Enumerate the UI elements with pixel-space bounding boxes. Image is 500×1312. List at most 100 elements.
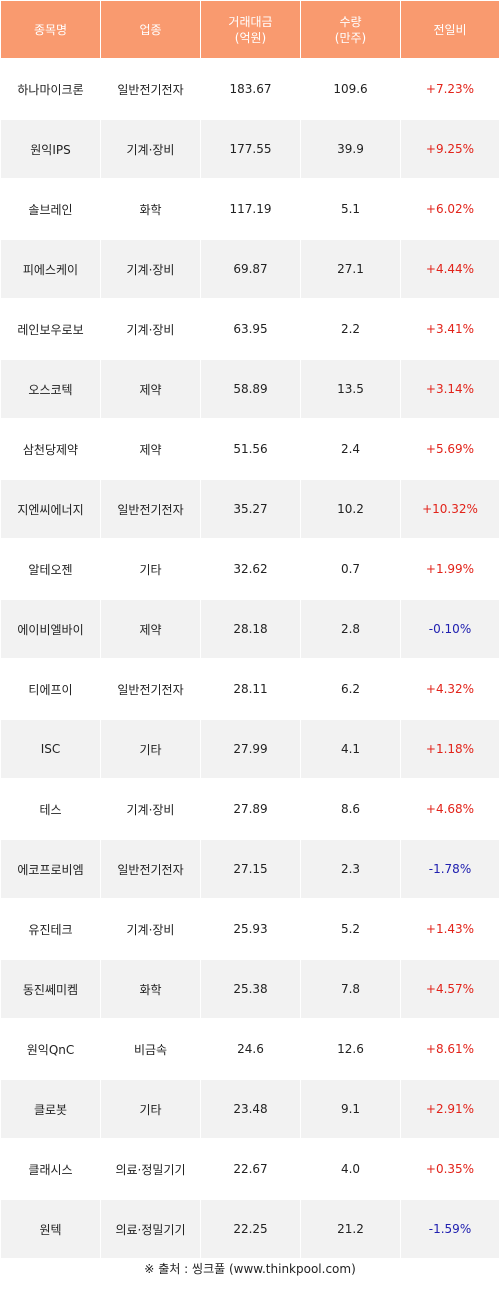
header-sector: 업종: [101, 1, 201, 58]
cell-trade-amount: 23.48: [201, 1078, 301, 1138]
table-row: 유진테크 기계·장비 25.93 5.2 +1.43%: [1, 898, 499, 958]
cell-trade-amount: 51.56: [201, 418, 301, 478]
cell-change: -0.10%: [401, 598, 499, 658]
cell-stock-name: 유진테크: [1, 898, 101, 958]
table-row: 동진쎄미켐 화학 25.38 7.8 +4.57%: [1, 958, 499, 1018]
cell-stock-name: 레인보우로보: [1, 298, 101, 358]
cell-stock-name: 하나마이크론: [1, 58, 101, 118]
cell-sector: 기계·장비: [101, 298, 201, 358]
table-row: 클로봇 기타 23.48 9.1 +2.91%: [1, 1078, 499, 1138]
cell-volume: 27.1: [301, 238, 401, 298]
cell-change: +1.99%: [401, 538, 499, 598]
cell-sector: 제약: [101, 598, 201, 658]
cell-stock-name: 동진쎄미켐: [1, 958, 101, 1018]
cell-volume: 9.1: [301, 1078, 401, 1138]
cell-change: +10.32%: [401, 478, 499, 538]
cell-stock-name: 에코프로비엠: [1, 838, 101, 898]
table-row: 원텍 의료·정밀기기 22.25 21.2 -1.59%: [1, 1198, 499, 1258]
cell-volume: 12.6: [301, 1018, 401, 1078]
cell-sector: 일반전기전자: [101, 838, 201, 898]
cell-volume: 5.2: [301, 898, 401, 958]
cell-change: +6.02%: [401, 178, 499, 238]
cell-volume: 13.5: [301, 358, 401, 418]
cell-change: +7.23%: [401, 58, 499, 118]
cell-stock-name: 클로봇: [1, 1078, 101, 1138]
cell-volume: 4.0: [301, 1138, 401, 1198]
cell-sector: 기타: [101, 718, 201, 778]
table-row: 오스코텍 제약 58.89 13.5 +3.14%: [1, 358, 499, 418]
cell-change: +3.14%: [401, 358, 499, 418]
cell-change: +0.35%: [401, 1138, 499, 1198]
cell-trade-amount: 63.95: [201, 298, 301, 358]
cell-volume: 2.2: [301, 298, 401, 358]
cell-volume: 6.2: [301, 658, 401, 718]
header-volume: 수량 (만주): [301, 1, 401, 58]
table-row: 티에프이 일반전기전자 28.11 6.2 +4.32%: [1, 658, 499, 718]
cell-stock-name: 원익QnC: [1, 1018, 101, 1078]
cell-change: +4.57%: [401, 958, 499, 1018]
cell-volume: 2.8: [301, 598, 401, 658]
cell-change: +1.43%: [401, 898, 499, 958]
cell-trade-amount: 69.87: [201, 238, 301, 298]
cell-volume: 10.2: [301, 478, 401, 538]
table-row: 테스 기계·장비 27.89 8.6 +4.68%: [1, 778, 499, 838]
cell-change: +8.61%: [401, 1018, 499, 1078]
cell-sector: 의료·정밀기기: [101, 1198, 201, 1258]
cell-trade-amount: 117.19: [201, 178, 301, 238]
cell-sector: 제약: [101, 418, 201, 478]
header-name: 종목명: [1, 1, 101, 58]
cell-volume: 5.1: [301, 178, 401, 238]
cell-trade-amount: 183.67: [201, 58, 301, 118]
cell-change: +1.18%: [401, 718, 499, 778]
cell-stock-name: 솔브레인: [1, 178, 101, 238]
cell-sector: 일반전기전자: [101, 478, 201, 538]
cell-sector: 의료·정밀기기: [101, 1138, 201, 1198]
cell-sector: 기타: [101, 538, 201, 598]
cell-sector: 기계·장비: [101, 898, 201, 958]
table-row: 원익IPS 기계·장비 177.55 39.9 +9.25%: [1, 118, 499, 178]
cell-trade-amount: 24.6: [201, 1018, 301, 1078]
cell-sector: 화학: [101, 958, 201, 1018]
cell-sector: 기계·장비: [101, 238, 201, 298]
cell-change: +3.41%: [401, 298, 499, 358]
cell-change: +9.25%: [401, 118, 499, 178]
table-header-row: 종목명 업종 거래대금 (억원) 수량 (만주) 전일비: [1, 1, 499, 58]
header-change: 전일비: [401, 1, 499, 58]
cell-trade-amount: 25.38: [201, 958, 301, 1018]
cell-volume: 21.2: [301, 1198, 401, 1258]
cell-stock-name: 테스: [1, 778, 101, 838]
source-note: ※ 출처 : 씽크풀 (www.thinkpool.com): [0, 1260, 500, 1277]
cell-volume: 8.6: [301, 778, 401, 838]
cell-sector: 기계·장비: [101, 118, 201, 178]
table-row: 솔브레인 화학 117.19 5.1 +6.02%: [1, 178, 499, 238]
cell-trade-amount: 27.99: [201, 718, 301, 778]
cell-sector: 일반전기전자: [101, 658, 201, 718]
cell-change: +5.69%: [401, 418, 499, 478]
cell-trade-amount: 177.55: [201, 118, 301, 178]
cell-volume: 7.8: [301, 958, 401, 1018]
cell-stock-name: ISC: [1, 718, 101, 778]
source-text: 출처 : 씽크풀 (www.thinkpool.com): [158, 1262, 356, 1276]
cell-volume: 4.1: [301, 718, 401, 778]
cell-sector: 화학: [101, 178, 201, 238]
cell-change: -1.59%: [401, 1198, 499, 1258]
table-row: 알테오젠 기타 32.62 0.7 +1.99%: [1, 538, 499, 598]
cell-change: +2.91%: [401, 1078, 499, 1138]
cell-sector: 제약: [101, 358, 201, 418]
cell-sector: 비금속: [101, 1018, 201, 1078]
cell-volume: 2.3: [301, 838, 401, 898]
table-row: 레인보우로보 기계·장비 63.95 2.2 +3.41%: [1, 298, 499, 358]
cell-trade-amount: 22.67: [201, 1138, 301, 1198]
cell-trade-amount: 25.93: [201, 898, 301, 958]
cell-stock-name: 티에프이: [1, 658, 101, 718]
cell-trade-amount: 22.25: [201, 1198, 301, 1258]
cell-stock-name: 원텍: [1, 1198, 101, 1258]
cell-volume: 39.9: [301, 118, 401, 178]
cell-volume: 2.4: [301, 418, 401, 478]
cell-change: +4.44%: [401, 238, 499, 298]
cell-sector: 기계·장비: [101, 778, 201, 838]
cell-trade-amount: 27.89: [201, 778, 301, 838]
header-amount: 거래대금 (억원): [201, 1, 301, 58]
